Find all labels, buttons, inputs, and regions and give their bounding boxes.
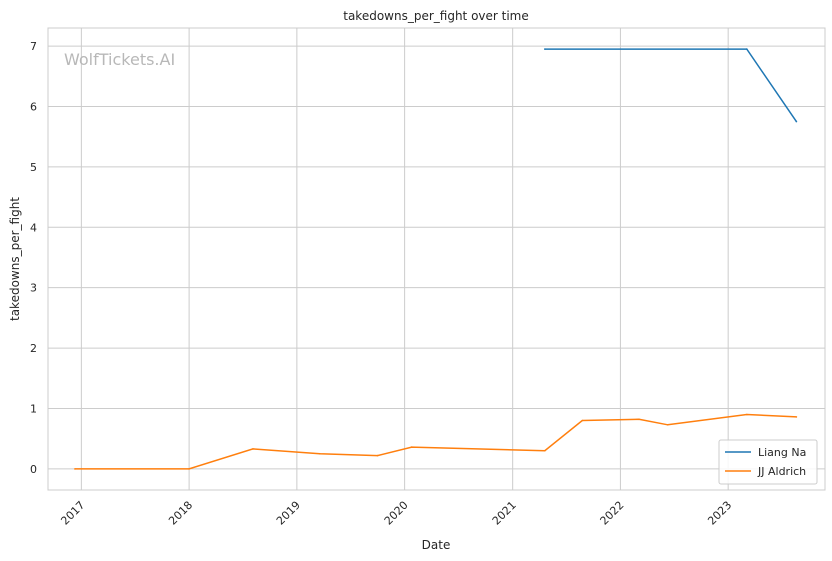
- y-tick-label: 4: [30, 221, 37, 234]
- data-point: [544, 449, 546, 452]
- data-point: [666, 424, 669, 426]
- data-point: [795, 120, 798, 123]
- data-point: [746, 413, 748, 416]
- watermark: WolfTickets.AI: [64, 50, 175, 69]
- y-axis-label: takedowns_per_fight: [8, 197, 22, 321]
- data-point: [319, 453, 321, 455]
- data-point: [252, 448, 254, 450]
- y-tick-label: 7: [30, 40, 37, 53]
- legend: Liang Na JJ Aldrich: [718, 439, 818, 485]
- legend-label: Liang Na: [758, 446, 806, 459]
- data-point: [376, 454, 379, 457]
- data-point: [74, 468, 76, 470]
- y-tick-label: 5: [30, 161, 37, 174]
- data-point: [638, 418, 640, 421]
- data-point: [795, 416, 798, 418]
- data-point: [581, 419, 584, 422]
- legend-box: [718, 439, 818, 485]
- legend-label: JJ Aldrich: [757, 465, 806, 478]
- data-point: [746, 48, 748, 50]
- series-layer: [74, 48, 798, 470]
- series-line-2: [74, 413, 797, 470]
- plot-area: [47, 27, 826, 491]
- data-point: [544, 48, 546, 50]
- x-axis-label: Date: [422, 538, 451, 552]
- y-tick-label: 1: [30, 402, 37, 415]
- data-point: [188, 468, 190, 470]
- chart-title: takedowns_per_fight over time: [343, 9, 529, 23]
- data-point: [410, 446, 413, 448]
- y-axis-ticks: 0 1 2 3 4 5 6 7: [30, 40, 37, 476]
- y-tick-label: 2: [30, 342, 37, 355]
- y-tick-label: 6: [30, 101, 37, 114]
- y-tick-label: 0: [30, 463, 37, 476]
- y-tick-label: 3: [30, 282, 37, 295]
